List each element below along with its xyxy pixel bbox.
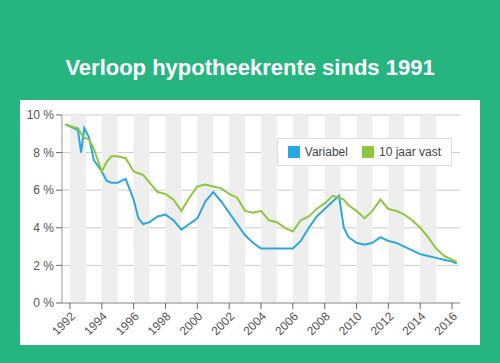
svg-text:2016: 2016: [431, 309, 460, 338]
html-text:10 jaar vast: 10 jaar vast: [379, 145, 441, 159]
svg-text:1998: 1998: [145, 309, 174, 338]
html-text:Verloop hypotheekrente sinds 1: Verloop hypotheekrente sinds 1991: [65, 55, 435, 80]
svg-text:1992: 1992: [49, 309, 78, 338]
svg-text:2012: 2012: [368, 309, 397, 338]
svg-text:2006: 2006: [272, 309, 301, 338]
svg-text:2010: 2010: [336, 309, 365, 338]
svg-text:1996: 1996: [113, 309, 142, 338]
svg-text:1994: 1994: [81, 309, 110, 338]
svg-text:2 %: 2 %: [33, 259, 54, 273]
svg-text:4 %: 4 %: [33, 221, 54, 235]
svg-text:2000: 2000: [177, 309, 206, 338]
svg-text:10 %: 10 %: [27, 108, 55, 122]
svg-text:2008: 2008: [304, 309, 333, 338]
html-text:Variabel: Variabel: [304, 145, 348, 159]
svg-text:2004: 2004: [240, 309, 269, 338]
svg-text:6 %: 6 %: [33, 183, 54, 197]
svg-text:2014: 2014: [400, 309, 429, 338]
svg-text:0 %: 0 %: [33, 296, 54, 310]
svg-text:2002: 2002: [209, 309, 238, 338]
svg-text:8 %: 8 %: [33, 146, 54, 160]
